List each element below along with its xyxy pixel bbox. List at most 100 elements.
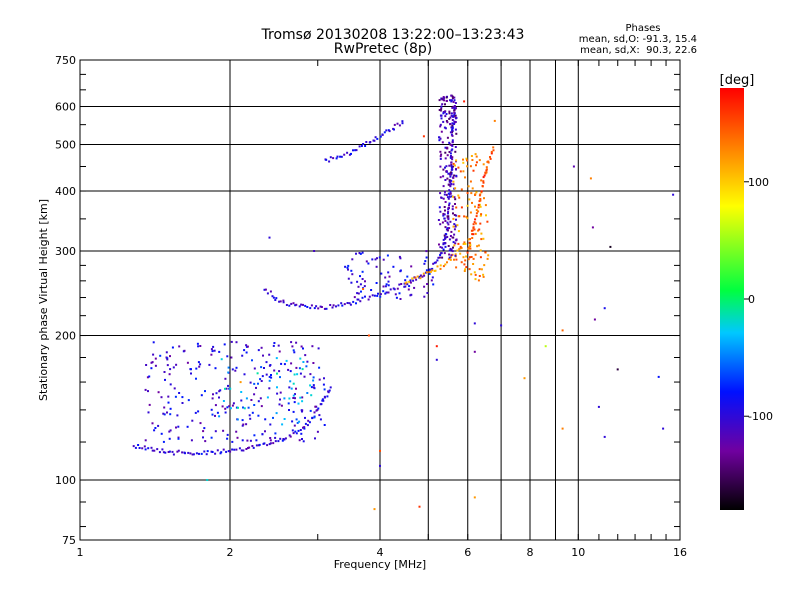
data-point [265, 373, 268, 376]
data-point [253, 393, 256, 396]
data-point [444, 209, 446, 212]
data-point [484, 251, 487, 254]
data-point [387, 280, 390, 283]
data-point [240, 399, 243, 402]
data-point [474, 153, 477, 156]
data-point [303, 426, 306, 429]
data-point [449, 99, 451, 102]
data-point [432, 283, 435, 286]
data-point [485, 171, 488, 174]
data-point [356, 292, 359, 295]
data-point [449, 247, 452, 250]
data-point [478, 194, 481, 197]
data-point [176, 450, 179, 453]
data-point [477, 210, 480, 213]
data-point [481, 185, 484, 187]
data-point [445, 96, 448, 99]
data-point [308, 421, 311, 424]
data-point [301, 400, 304, 403]
data-point [261, 375, 264, 378]
data-point [472, 257, 475, 260]
data-point [187, 451, 190, 454]
data-point [269, 439, 272, 442]
data-point [473, 496, 476, 499]
data-point [300, 303, 303, 306]
data-point [162, 412, 165, 415]
data-point [373, 508, 376, 511]
data-point [172, 453, 175, 456]
data-point [452, 165, 454, 168]
data-point [409, 281, 412, 284]
data-point [486, 220, 489, 223]
data-point [435, 358, 438, 361]
data-point [454, 239, 457, 242]
data-point [478, 159, 481, 162]
data-point [245, 397, 248, 400]
data-point [431, 267, 434, 270]
data-point [441, 221, 444, 224]
data-point [322, 399, 325, 402]
data-point [469, 180, 472, 183]
data-point [292, 394, 295, 397]
data-point [451, 97, 454, 100]
data-point [474, 193, 477, 196]
data-point [474, 278, 477, 281]
data-point [399, 257, 402, 260]
data-point [360, 145, 363, 147]
data-point [455, 218, 457, 221]
data-point [388, 130, 391, 133]
data-point [220, 358, 223, 361]
data-point [276, 386, 278, 389]
data-point [480, 190, 483, 193]
data-point [450, 248, 453, 251]
data-point [455, 266, 458, 269]
data-point [482, 176, 485, 179]
data-point [454, 102, 457, 104]
data-point [487, 254, 490, 257]
data-point [374, 258, 377, 261]
data-point [269, 290, 272, 293]
data-point [251, 411, 254, 414]
data-point [293, 351, 296, 354]
data-point [156, 448, 159, 451]
data-point [450, 161, 453, 164]
data-point [255, 439, 258, 442]
data-point [191, 419, 194, 422]
data-point [231, 440, 234, 443]
data-point [277, 440, 280, 443]
data-point [484, 171, 487, 174]
data-point [453, 105, 456, 107]
data-point [593, 318, 596, 321]
data-point [436, 259, 439, 262]
data-point [454, 225, 457, 228]
data-point [444, 166, 446, 169]
data-point [253, 382, 256, 385]
data-point [419, 277, 422, 280]
data-point [168, 430, 171, 433]
data-point [451, 168, 454, 171]
data-point [297, 402, 300, 405]
data-point [171, 450, 174, 453]
data-point [444, 263, 447, 266]
data-point [276, 372, 278, 375]
data-point [454, 146, 457, 148]
data-point [453, 233, 456, 236]
data-point [404, 279, 407, 282]
data-point [480, 268, 483, 271]
data-point [169, 383, 172, 386]
data-point [204, 390, 206, 393]
data-point [470, 273, 473, 276]
data-point [227, 384, 229, 387]
data-point [408, 285, 411, 288]
data-point [455, 224, 457, 227]
data-point [357, 285, 360, 288]
data-point [325, 158, 328, 161]
data-point [439, 165, 442, 168]
data-point [317, 347, 320, 350]
data-point [479, 249, 482, 252]
data-point [323, 307, 326, 310]
data-point [454, 150, 457, 153]
data-point [175, 426, 177, 429]
data-point [379, 295, 382, 298]
data-point [453, 111, 456, 114]
